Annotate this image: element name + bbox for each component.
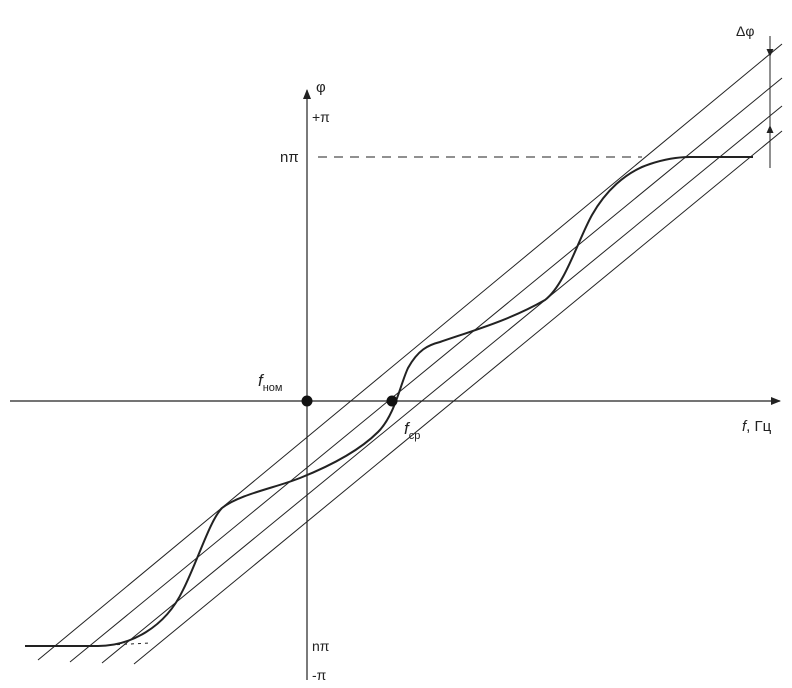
parallel-line-inner-left [69, 77, 783, 663]
f-cp-point [386, 395, 398, 407]
n-pi-bottom-label: nπ [312, 638, 330, 654]
delta-phi-label: Δφ [736, 23, 754, 39]
f-nom-main: f [258, 371, 265, 390]
parallel-line-outer-left [37, 43, 783, 661]
f-nom-subscript: ном [263, 382, 283, 394]
f-cp-main: f [404, 419, 411, 438]
parallel-line-outer-right [133, 130, 783, 665]
f-cp-subscript: ср [409, 430, 421, 442]
x-axis-label-italic: f [742, 418, 748, 435]
n-pi-top-label: nπ [280, 149, 299, 166]
x-axis-label: f, Гц [742, 418, 772, 435]
x-axis-label-unit: , Гц [746, 418, 771, 435]
minus-pi-label: -π [312, 667, 327, 683]
parallel-line-inner-right [101, 105, 783, 664]
f-cp-label: fср [404, 419, 420, 442]
plus-pi-label: +π [312, 109, 330, 125]
f-nom-label: fном [258, 371, 283, 394]
y-axis-label: φ [316, 79, 326, 96]
phase-characteristic-curve [25, 156, 753, 647]
f-nom-point [301, 395, 313, 407]
